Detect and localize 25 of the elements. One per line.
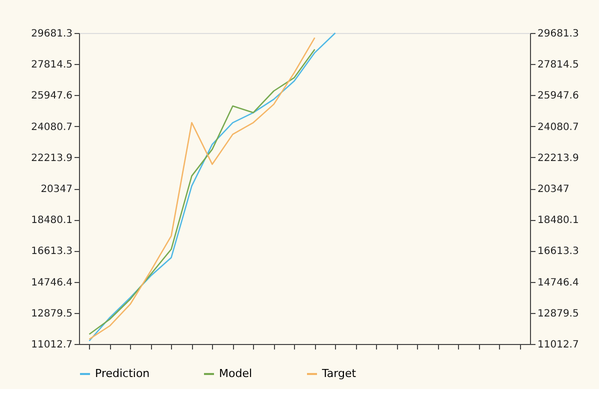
legend-label: Prediction: [95, 367, 150, 380]
y2-tick-label: 12879.5: [538, 308, 579, 320]
y2-tick-label: 27814.5: [538, 60, 579, 71]
y2-tick-label: 29681.3: [538, 28, 579, 40]
y-tick-label: 25947.6: [31, 90, 72, 102]
y2-tick-label: 18480.1: [538, 215, 579, 226]
y2-tick-label: 22213.9: [538, 152, 579, 164]
y-tick-label: 24080.7: [31, 122, 72, 133]
y2-tick-label: 24080.7: [538, 122, 579, 133]
y-tick-label: 11012.7: [31, 340, 72, 350]
y2-tick-label: 16613.3: [538, 246, 579, 258]
y-tick-label: 20347: [40, 184, 72, 195]
y2-tick-label: 20347: [538, 184, 570, 195]
y2-tick-label: 11012.7: [538, 340, 579, 350]
y-tick-label: 12879.5: [31, 308, 72, 320]
y-tick-label: 14746.4: [31, 277, 72, 288]
y-tick-label: 18480.1: [31, 215, 72, 226]
y-tick-label: 27814.5: [31, 60, 72, 71]
y2-tick-label: 25947.6: [538, 90, 579, 102]
y2-tick-label: 14746.4: [538, 277, 579, 288]
y-tick-label: 16613.3: [31, 246, 72, 258]
y-tick-label: 29681.3: [31, 28, 72, 40]
legend-label: Target: [321, 367, 357, 380]
y-tick-label: 22213.9: [31, 152, 72, 164]
legend-label: Model: [219, 367, 252, 380]
